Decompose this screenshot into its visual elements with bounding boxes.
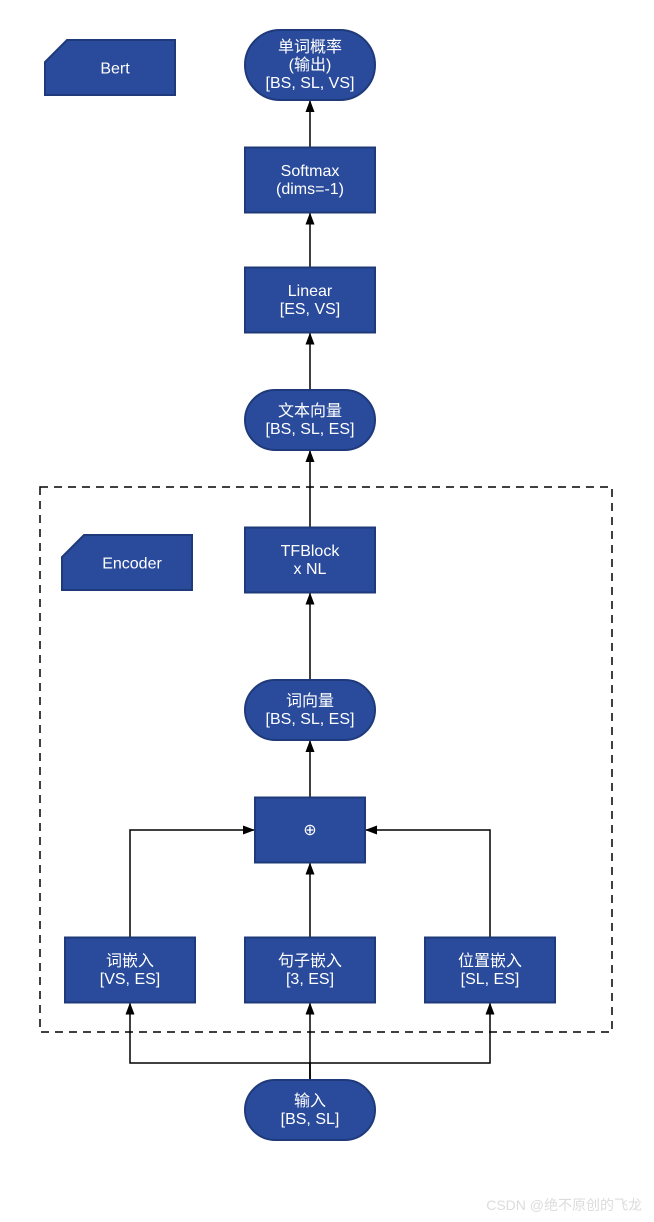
bert-tag: Bert	[45, 40, 175, 95]
node-linear-line1: [ES, VS]	[280, 301, 340, 318]
node-emb1: 词嵌入[VS, ES]	[65, 938, 195, 1003]
node-tfblock: TFBlockx NL	[245, 528, 375, 593]
node-wordvec-line0: 词向量	[286, 692, 334, 710]
node-output-line0: 单词概率	[278, 38, 342, 56]
node-emb1-line1: [VS, ES]	[100, 971, 160, 988]
node-input-line0: 输入	[294, 1092, 326, 1110]
watermark: CSDN @绝不原创的飞龙	[486, 1197, 642, 1213]
node-emb2: 句子嵌入[3, ES]	[245, 938, 375, 1003]
node-textvec-line1: [BS, SL, ES]	[266, 421, 355, 438]
node-output-line1: (输出)	[289, 56, 332, 74]
node-plus: ⊕	[255, 798, 365, 863]
encoder-tag-text: Encoder	[102, 556, 162, 573]
node-linear: Linear[ES, VS]	[245, 268, 375, 333]
node-emb2-line1: [3, ES]	[286, 971, 334, 988]
node-emb3-line0: 位置嵌入	[458, 952, 522, 970]
encoder-tag: Encoder	[62, 535, 192, 590]
node-tfblock-line1: x NL	[294, 561, 327, 578]
node-output: 单词概率(输出)[BS, SL, VS]	[245, 30, 375, 100]
node-textvec: 文本向量[BS, SL, ES]	[245, 390, 375, 450]
bert-tag-text: Bert	[100, 61, 130, 78]
node-tfblock-line0: TFBlock	[281, 543, 341, 560]
node-input: 输入[BS, SL]	[245, 1080, 375, 1140]
node-softmax-line1: (dims=-1)	[276, 181, 344, 198]
node-softmax: Softmax(dims=-1)	[245, 148, 375, 213]
node-emb1-line0: 词嵌入	[106, 952, 154, 970]
node-wordvec: 词向量[BS, SL, ES]	[245, 680, 375, 740]
node-softmax-line0: Softmax	[281, 163, 340, 180]
node-emb3-line1: [SL, ES]	[461, 971, 520, 988]
node-textvec-line0: 文本向量	[278, 402, 342, 420]
node-plus-line0: ⊕	[303, 822, 316, 839]
node-emb2-line0: 句子嵌入	[278, 952, 342, 970]
node-wordvec-line1: [BS, SL, ES]	[266, 711, 355, 728]
node-output-line2: [BS, SL, VS]	[266, 75, 355, 92]
node-input-line1: [BS, SL]	[281, 1111, 340, 1128]
node-emb3: 位置嵌入[SL, ES]	[425, 938, 555, 1003]
node-linear-line0: Linear	[288, 283, 333, 300]
